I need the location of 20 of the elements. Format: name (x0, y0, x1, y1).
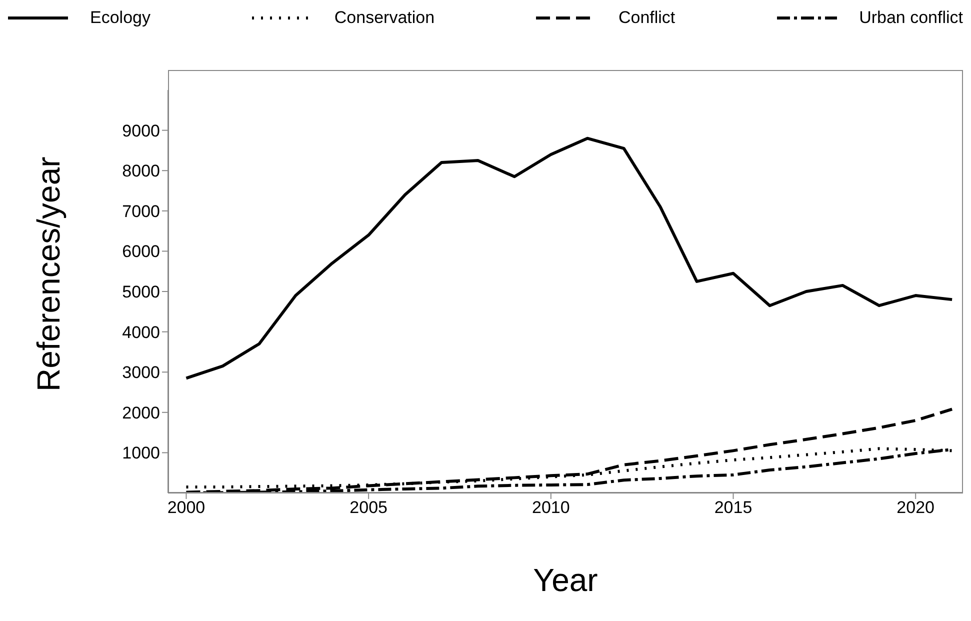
x-tick-label: 2005 (350, 498, 388, 518)
x-axis-title: Year (533, 562, 598, 598)
y-tick-label: 8000 (122, 162, 160, 181)
legend-label: Conservation (334, 8, 435, 28)
y-tick-label: 3000 (122, 363, 160, 382)
x-tick-label: 2020 (896, 498, 935, 518)
legend-label: Ecology (90, 8, 150, 28)
x-tick-label: 2000 (167, 498, 206, 518)
x-tick-label: 2010 (532, 498, 570, 518)
legend-label: Conflict (618, 8, 676, 28)
y-tick-label: 7000 (122, 202, 160, 221)
y-tick-label: 9000 (122, 121, 160, 140)
legend-label: Urban conflict (859, 8, 963, 28)
y-tick-label: 4000 (122, 322, 160, 342)
y-tick-label: 5000 (122, 282, 160, 302)
y-tick-label: 2000 (122, 403, 160, 422)
y-tick-label: 6000 (122, 242, 160, 262)
y-axis-title: References/year (30, 156, 66, 392)
x-tick-label: 2015 (714, 498, 752, 518)
y-tick-label: 1000 (122, 444, 160, 463)
